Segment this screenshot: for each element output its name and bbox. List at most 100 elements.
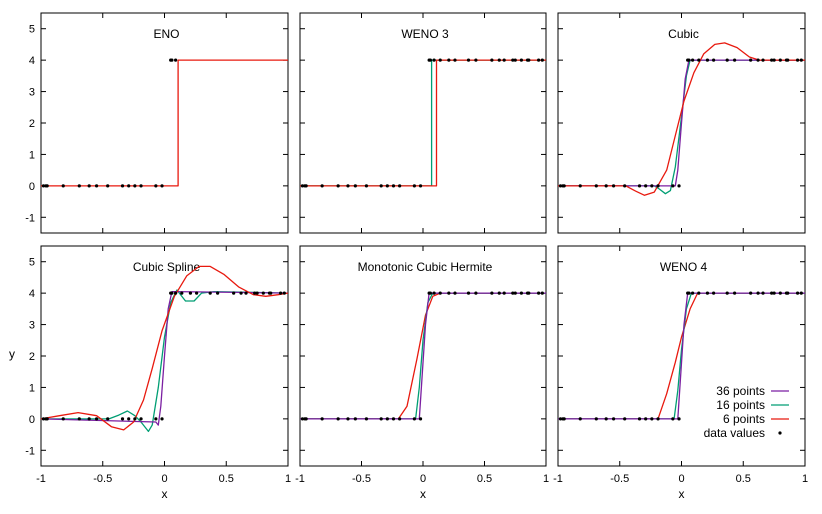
panel-5: -1 -0.5 0 0.5 1 Monotonic Cubic Hermite x xyxy=(295,245,549,501)
x-tick-label: -0.5 xyxy=(352,473,371,485)
data-point xyxy=(677,417,681,421)
data-point xyxy=(778,58,782,62)
data-point xyxy=(385,184,389,188)
data-point xyxy=(398,184,402,188)
data-point xyxy=(604,184,608,188)
x-tick-label: -0.5 xyxy=(93,473,112,485)
x-axis-label: x xyxy=(420,487,426,501)
data-point xyxy=(239,291,243,295)
data-point xyxy=(432,58,436,62)
data-point xyxy=(725,58,729,62)
data-point xyxy=(170,291,174,295)
data-point xyxy=(770,58,774,62)
data-point xyxy=(733,58,737,62)
panel-title: Cubic Spline xyxy=(133,260,201,274)
data-point xyxy=(453,58,457,62)
x-tick-label: 0 xyxy=(420,473,426,485)
data-point xyxy=(650,417,654,421)
data-point xyxy=(749,58,753,62)
data-point xyxy=(398,417,402,421)
x-tick-label: 0.5 xyxy=(219,473,234,485)
data-point xyxy=(697,291,701,295)
data-point xyxy=(511,58,515,62)
data-point xyxy=(154,417,158,421)
data-point xyxy=(502,291,506,295)
legend-label: 36 points xyxy=(716,384,765,398)
data-point xyxy=(772,58,776,62)
data-point xyxy=(502,58,506,62)
data-point xyxy=(195,291,199,295)
data-point xyxy=(691,58,695,62)
x-tick-label: 0 xyxy=(678,473,684,485)
data-point xyxy=(364,417,369,421)
panel-3: Cubic xyxy=(557,12,806,234)
x-tick-label: 1 xyxy=(802,473,808,485)
legend-label: 16 points xyxy=(716,398,765,412)
data-point xyxy=(438,291,442,295)
data-point xyxy=(45,417,49,421)
data-point xyxy=(671,417,675,421)
data-point xyxy=(650,184,654,188)
plot-area xyxy=(300,291,546,421)
data-point xyxy=(761,58,765,62)
data-point xyxy=(656,417,660,421)
data-point xyxy=(562,184,566,188)
data-point xyxy=(269,291,273,295)
data-point xyxy=(725,291,729,295)
data-point xyxy=(712,291,716,295)
data-point xyxy=(379,184,383,188)
x-tick-label: -0.5 xyxy=(610,473,629,485)
data-point xyxy=(519,291,524,295)
data-point xyxy=(671,184,675,188)
data-point xyxy=(578,417,582,421)
data-point xyxy=(799,58,803,62)
x-tick-label: 0.5 xyxy=(477,473,492,485)
data-point xyxy=(432,291,436,295)
y-tick-label: 0 xyxy=(29,181,35,193)
plot-area xyxy=(558,291,805,421)
data-point xyxy=(61,184,65,188)
data-point xyxy=(87,184,91,188)
data-point xyxy=(786,58,790,62)
data-point xyxy=(94,417,99,421)
panel-1: -1 0 1 2 3 4 5 ENO xyxy=(25,12,289,234)
series-line-6-points xyxy=(300,59,546,187)
series-line-6-points xyxy=(558,292,805,420)
data-point xyxy=(346,417,350,421)
data-point xyxy=(677,184,681,188)
y-axis-label: y xyxy=(9,347,15,361)
x-tick-label: 1 xyxy=(285,473,291,485)
data-point xyxy=(261,291,265,295)
panel-2: WENO 3 xyxy=(299,12,547,234)
data-point xyxy=(180,291,184,295)
data-point xyxy=(300,184,305,188)
data-point xyxy=(611,417,616,421)
y-tick-label: 2 xyxy=(29,351,35,363)
panel-4: -1 0 1 2 3 4 5 -1 -0.5 0 0.5 1 Cubic Spline y x xyxy=(9,245,291,501)
data-point xyxy=(255,291,259,295)
data-point xyxy=(687,58,691,62)
panel-frame xyxy=(299,12,547,234)
series-line-16-points xyxy=(300,59,546,187)
data-point xyxy=(127,184,131,188)
data-point xyxy=(160,417,164,421)
plot-area xyxy=(41,265,288,433)
series-line-6-points xyxy=(41,59,288,187)
plot-area xyxy=(300,58,546,188)
legend-label: 6 points xyxy=(723,412,765,426)
data-point xyxy=(644,417,648,421)
data-point xyxy=(447,58,451,62)
data-point xyxy=(278,291,283,295)
data-point xyxy=(795,58,800,62)
y-tick-label: -1 xyxy=(25,212,35,224)
data-point xyxy=(756,58,760,62)
data-point xyxy=(712,58,716,62)
data-point xyxy=(320,417,324,421)
x-tick-label: -1 xyxy=(295,473,305,485)
plot-area xyxy=(41,58,288,188)
data-point xyxy=(208,291,212,295)
data-point xyxy=(41,417,46,421)
y-tick-label: 1 xyxy=(29,149,35,161)
data-point xyxy=(41,184,46,188)
